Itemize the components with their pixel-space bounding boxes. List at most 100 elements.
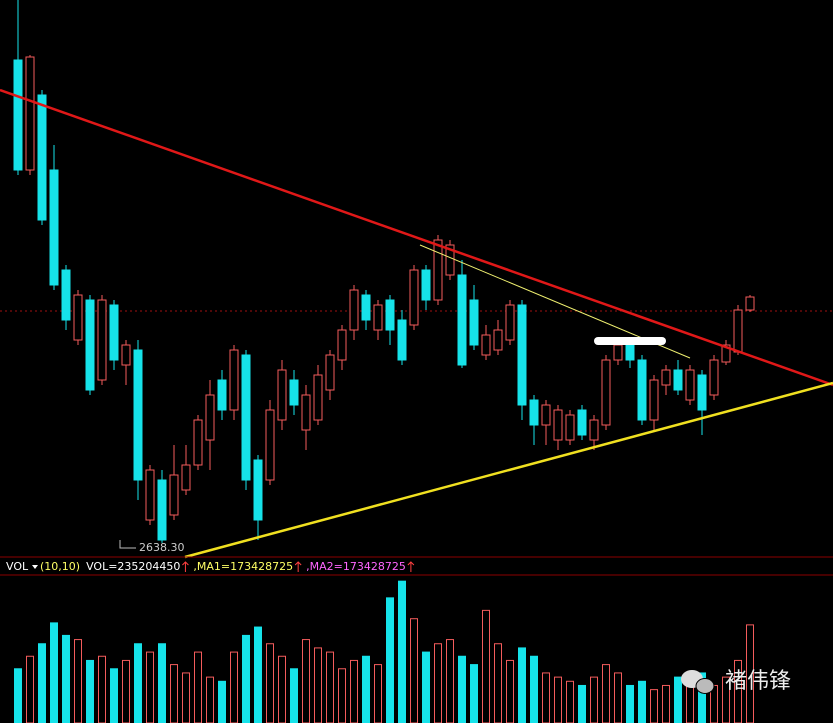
candle-body [481,334,491,356]
volume-bar [302,639,310,723]
volume-bar [254,626,262,723]
dropdown-icon [32,565,38,569]
volume-bar [398,580,406,723]
highlight-mark [594,337,666,345]
volume-bar [482,609,490,723]
candle-body [517,304,527,406]
header-value: 173428725 [343,560,406,573]
candle-body [301,394,311,431]
volume-bar [230,651,238,723]
volume-bar [50,622,58,723]
candle-body [733,309,743,353]
candle-body [37,94,47,221]
volume-bar [602,664,610,723]
up-arrow [294,561,302,572]
candle-body [661,369,671,386]
volume-header: VOL (10,10) VOL= 235204450 ,MA1= 173428725 ,MA… [6,560,415,573]
support-trendline [184,381,833,559]
candle-body [421,269,431,301]
volume-bar [206,676,214,723]
candle-body [625,344,635,361]
candle-body [637,359,647,421]
candle-body [73,294,83,341]
candle-body [277,369,287,421]
candle-body [649,379,659,421]
low-pointer [119,540,136,549]
volume-bar [110,668,118,723]
candle-body [721,344,731,363]
candle-body [13,59,23,171]
candle-body [253,459,263,521]
volume-bar [86,659,94,723]
candle-body [397,319,407,361]
volume-bar [158,643,166,723]
candle-body [529,399,539,426]
candle-body [361,294,371,321]
header-label: VOL= [86,560,117,573]
volume-bar [374,664,382,723]
candle-body [337,329,347,361]
candle-body [265,409,275,481]
candle-body [49,169,59,286]
candle-body [565,414,575,441]
candle-body [673,369,683,391]
volume-bar [326,651,334,723]
up-arrow [182,561,189,572]
candle-body [709,359,719,396]
candle-body [457,274,467,366]
candle-body [169,474,179,516]
volume-panel [14,580,754,723]
candle-body [181,464,191,491]
candle-body [589,419,599,441]
candle-body [685,369,695,401]
candle-body [433,239,443,301]
volume-bar [362,655,370,723]
candle-body [109,304,119,361]
volume-bar [182,672,190,723]
volume-bar [314,647,322,723]
watermark-text: 褚伟锋 [725,669,791,694]
volume-bar [566,680,574,723]
volume-bar [734,659,742,723]
volume-bar [146,651,154,723]
volume-bar [650,689,658,723]
header-label: ,MA1= [193,560,230,573]
volume-bar [614,672,622,723]
volume-bar [278,655,286,723]
volume-bar [506,659,514,723]
volume-bar [38,643,46,723]
candle-body [409,269,419,326]
volume-bar [242,634,250,723]
candle-body [697,374,707,411]
candle-body [133,349,143,481]
volume-bar [26,655,34,723]
candle-body [553,409,563,441]
header-value: 173428725 [230,560,293,573]
volume-bar [542,672,550,723]
candle-body [385,299,395,331]
candle-body [349,289,359,331]
volume-bar [410,618,418,723]
candle-body [577,409,587,436]
candle-body [745,296,755,311]
volume-bar [194,651,202,723]
volume-bar [134,643,142,723]
volume-bar [74,639,82,723]
volume-bar [218,680,226,723]
price-panel [0,0,833,543]
candle-body [145,469,155,521]
watermark: 褚伟锋 [681,669,791,694]
candle-body [469,299,479,346]
candle-body [493,329,503,351]
volume-bar [470,664,478,723]
volume-bar [170,664,178,723]
volume-bar [434,643,442,723]
header-label: ,MA2= [306,560,343,573]
candle-body [445,244,455,276]
volume-bar [350,659,358,723]
candle-body [373,304,383,331]
volume-bar [14,668,22,723]
volume-bar [494,643,502,723]
volume-bar [98,655,106,723]
